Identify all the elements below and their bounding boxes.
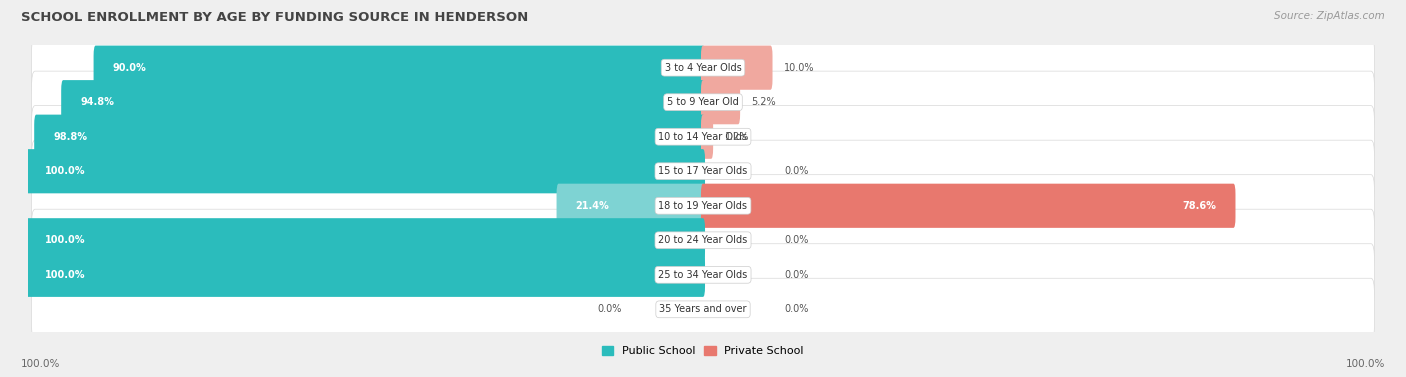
Text: 18 to 19 Year Olds: 18 to 19 Year Olds [658, 201, 748, 211]
Text: 35 Years and over: 35 Years and over [659, 304, 747, 314]
Text: 78.6%: 78.6% [1182, 201, 1216, 211]
Text: 10 to 14 Year Olds: 10 to 14 Year Olds [658, 132, 748, 142]
FancyBboxPatch shape [702, 184, 1236, 228]
FancyBboxPatch shape [31, 209, 1375, 271]
FancyBboxPatch shape [31, 278, 1375, 340]
FancyBboxPatch shape [27, 253, 704, 297]
FancyBboxPatch shape [702, 80, 740, 124]
Text: 100.0%: 100.0% [21, 359, 60, 369]
Text: 100.0%: 100.0% [1346, 359, 1385, 369]
FancyBboxPatch shape [62, 80, 704, 124]
Text: 94.8%: 94.8% [80, 97, 114, 107]
Text: 21.4%: 21.4% [575, 201, 609, 211]
FancyBboxPatch shape [31, 244, 1375, 306]
FancyBboxPatch shape [702, 46, 772, 90]
Text: 0.0%: 0.0% [598, 304, 621, 314]
FancyBboxPatch shape [31, 175, 1375, 237]
FancyBboxPatch shape [702, 115, 713, 159]
FancyBboxPatch shape [557, 184, 704, 228]
Text: 90.0%: 90.0% [112, 63, 146, 73]
Text: 98.8%: 98.8% [53, 132, 87, 142]
Text: 0.0%: 0.0% [785, 166, 808, 176]
FancyBboxPatch shape [31, 140, 1375, 202]
Text: 0.0%: 0.0% [785, 304, 808, 314]
Text: 100.0%: 100.0% [45, 270, 86, 280]
Text: SCHOOL ENROLLMENT BY AGE BY FUNDING SOURCE IN HENDERSON: SCHOOL ENROLLMENT BY AGE BY FUNDING SOUR… [21, 11, 529, 24]
Text: 15 to 17 Year Olds: 15 to 17 Year Olds [658, 166, 748, 176]
Text: 0.0%: 0.0% [785, 270, 808, 280]
FancyBboxPatch shape [27, 218, 704, 262]
Text: 10.0%: 10.0% [785, 63, 814, 73]
FancyBboxPatch shape [34, 115, 704, 159]
Text: 0.0%: 0.0% [785, 235, 808, 245]
Text: 25 to 34 Year Olds: 25 to 34 Year Olds [658, 270, 748, 280]
Text: 100.0%: 100.0% [45, 235, 86, 245]
FancyBboxPatch shape [27, 149, 704, 193]
Text: 1.2%: 1.2% [724, 132, 749, 142]
Text: 3 to 4 Year Olds: 3 to 4 Year Olds [665, 63, 741, 73]
Legend: Public School, Private School: Public School, Private School [598, 342, 808, 360]
FancyBboxPatch shape [94, 46, 704, 90]
Text: 5 to 9 Year Old: 5 to 9 Year Old [666, 97, 740, 107]
FancyBboxPatch shape [31, 71, 1375, 133]
Text: 100.0%: 100.0% [45, 166, 86, 176]
Text: 20 to 24 Year Olds: 20 to 24 Year Olds [658, 235, 748, 245]
FancyBboxPatch shape [31, 37, 1375, 99]
Text: Source: ZipAtlas.com: Source: ZipAtlas.com [1274, 11, 1385, 21]
FancyBboxPatch shape [31, 106, 1375, 168]
Text: 5.2%: 5.2% [752, 97, 776, 107]
